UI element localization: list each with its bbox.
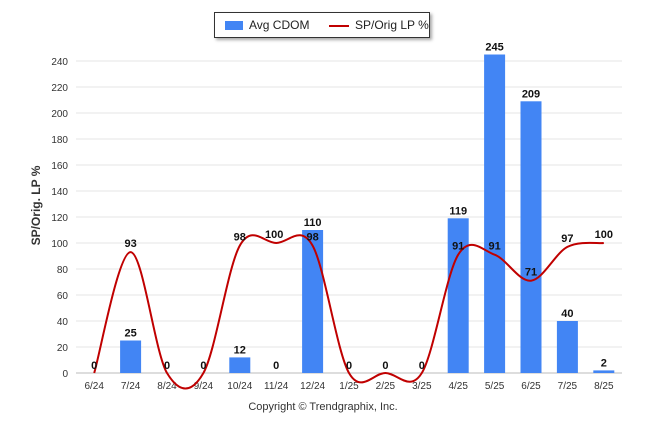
x-tick-label: 2/25: [376, 381, 396, 392]
bar-data-label: 0: [382, 360, 388, 372]
x-tick-label: 8/24: [157, 381, 177, 392]
y-tick-label: 200: [51, 109, 68, 120]
bar-data-label: 209: [522, 88, 540, 100]
legend-swatch-avg-cdom: [225, 21, 243, 30]
y-tick-label: 220: [51, 83, 68, 94]
y-tick-label: 20: [57, 343, 69, 354]
x-tick-label: 7/24: [121, 381, 141, 392]
bar-data-label: 2: [601, 357, 607, 369]
bar-data-label: 0: [419, 360, 425, 372]
bar-data-label: 245: [485, 42, 503, 54]
x-tick-label: 8/25: [594, 381, 614, 392]
legend-label-avg-cdom: Avg CDOM: [249, 18, 310, 32]
bar-data-label: 12: [234, 344, 246, 356]
bar: [447, 218, 469, 373]
bar: [120, 340, 142, 373]
x-tick-label: 1/25: [339, 381, 359, 392]
y-tick-label: 60: [57, 291, 69, 302]
y-tick-label: 240: [51, 57, 68, 68]
bar: [556, 321, 578, 373]
bar-data-label: 0: [346, 360, 352, 372]
line-data-label: 93: [124, 238, 136, 250]
bar: [229, 357, 251, 373]
line-data-label: 100: [265, 229, 283, 241]
bar-data-label: 0: [91, 360, 97, 372]
y-tick-label: 0: [62, 369, 68, 380]
bar: [484, 54, 506, 373]
y-tick-label: 80: [57, 265, 69, 276]
y-tick-label: 120: [51, 213, 68, 224]
x-tick-label: 9/24: [194, 381, 214, 392]
x-tick-label: 6/25: [521, 381, 541, 392]
y-tick-label: 180: [51, 135, 68, 146]
legend: Avg CDOM SP/Orig LP %: [214, 12, 430, 38]
bar: [520, 101, 542, 374]
x-tick-label: 3/25: [412, 381, 432, 392]
line-data-label: 98: [306, 232, 318, 244]
y-tick-label: 140: [51, 187, 68, 198]
bar-data-label: 40: [561, 308, 573, 320]
x-tick-label: 7/25: [558, 381, 578, 392]
line-data-label: 71: [525, 267, 537, 279]
x-tick-label: 11/24: [264, 381, 289, 392]
x-tick-label: 12/24: [300, 381, 325, 392]
line-data-label: 91: [452, 241, 464, 253]
bar-data-label: 119: [449, 205, 467, 217]
y-tick-label: 40: [57, 317, 69, 328]
line-sp-orig: [93, 234, 604, 390]
line-data-label: 98: [234, 232, 246, 244]
y-tick-label: 160: [51, 161, 68, 172]
x-tick-label: 6/24: [84, 381, 104, 392]
y-axis-label: SP/Orig. LP %: [29, 165, 43, 245]
bar-data-label: 0: [164, 360, 170, 372]
bar-data-label: 0: [200, 360, 206, 372]
legend-swatch-sp-orig: [329, 25, 349, 27]
bar: [302, 230, 324, 373]
bar-data-label: 25: [124, 328, 136, 340]
line-data-label: 97: [561, 233, 573, 245]
bar-data-label: 110: [304, 217, 322, 229]
line-data-label: 91: [488, 241, 500, 253]
y-tick-label: 100: [51, 239, 68, 250]
x-tick-label: 4/25: [448, 381, 468, 392]
x-tick-label: 10/24: [227, 381, 252, 392]
line-data-label: 100: [595, 229, 613, 241]
bar: [593, 370, 615, 373]
footer-copyright: Copyright © Trendgraphix, Inc.: [248, 401, 398, 413]
bar-data-label: 0: [273, 360, 279, 372]
legend-label-sp-orig: SP/Orig LP %: [355, 18, 429, 32]
x-tick-label: 5/25: [485, 381, 505, 392]
